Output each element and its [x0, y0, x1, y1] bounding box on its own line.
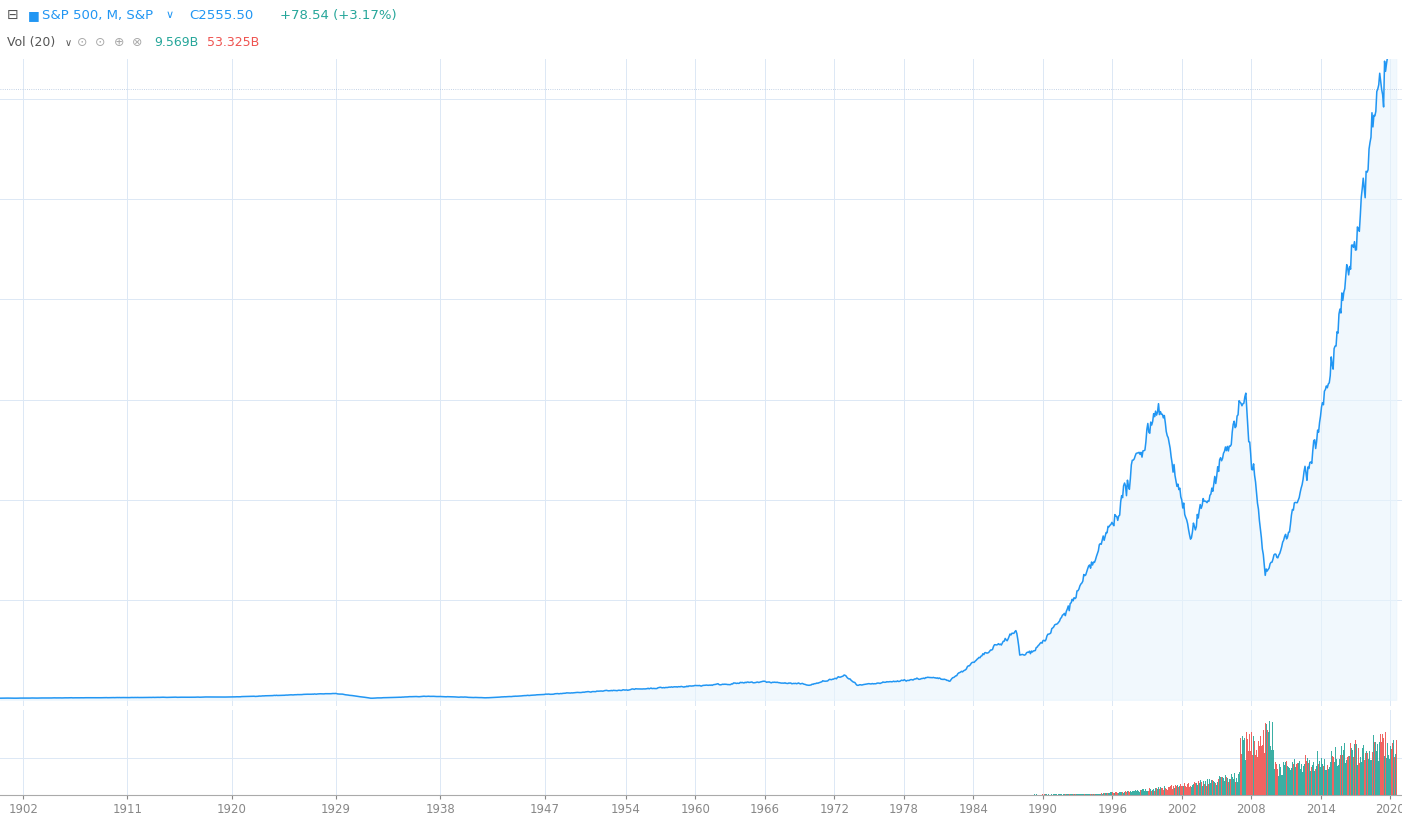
- Text: 53.325B: 53.325B: [207, 36, 259, 50]
- Text: ∨: ∨: [64, 38, 72, 48]
- Text: ⊙: ⊙: [77, 36, 87, 50]
- Text: ⊕: ⊕: [114, 36, 123, 50]
- Text: ∨: ∨: [165, 10, 174, 20]
- Text: ⊙: ⊙: [95, 36, 105, 50]
- Text: 9.569B: 9.569B: [154, 36, 199, 50]
- Text: C2555.50: C2555.50: [189, 9, 254, 22]
- Text: +78.54 (+3.17%): +78.54 (+3.17%): [280, 9, 397, 22]
- Text: Vol (20): Vol (20): [7, 36, 55, 50]
- Text: ⊗: ⊗: [132, 36, 142, 50]
- Text: ■: ■: [28, 9, 39, 22]
- Text: S&P 500, M, S&P: S&P 500, M, S&P: [42, 9, 153, 22]
- Text: ⊟: ⊟: [7, 8, 18, 23]
